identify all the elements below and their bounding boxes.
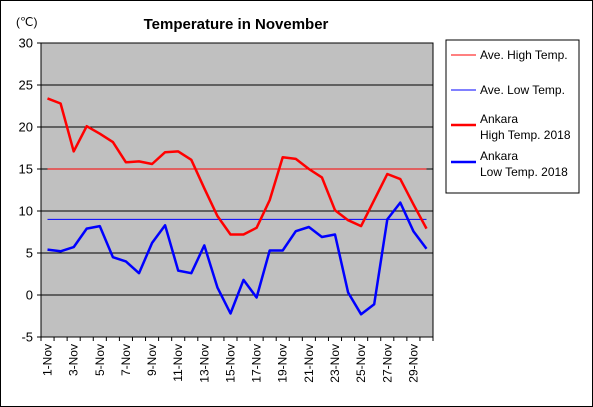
- y-tick-label: -5: [21, 330, 33, 345]
- y-axis-ticks: 30 25 20 15 10 5 0 -5: [19, 36, 41, 345]
- y-tick-label: 10: [19, 204, 33, 219]
- y-axis-unit: (℃): [16, 15, 37, 29]
- y-tick-label: 25: [19, 78, 33, 93]
- x-tick-label: 29-Nov: [406, 344, 420, 383]
- x-tick-label: 7-Nov: [119, 344, 133, 376]
- x-tick-label: 9-Nov: [145, 344, 159, 376]
- y-tick-label: 30: [19, 36, 33, 51]
- plot-area: [40, 42, 434, 338]
- x-tick-label: 5-Nov: [93, 344, 107, 376]
- legend-label-1: Ave. Low Temp.: [480, 83, 565, 97]
- series-line-3: [47, 201, 428, 316]
- legend-label-2: Ankara: [480, 112, 518, 126]
- y-tick-label: 5: [26, 246, 33, 261]
- x-tick-label: 19-Nov: [276, 344, 290, 383]
- x-tick-label: 15-Nov: [223, 344, 237, 383]
- legend: Ave. High Temp. Ave. Low Temp. Ankara High …: [451, 48, 571, 179]
- x-tick-label: 27-Nov: [380, 344, 394, 383]
- x-tick-label: 17-Nov: [250, 344, 264, 383]
- legend-label-3: Low Temp. 2018: [480, 165, 568, 179]
- x-tick-label: 23-Nov: [328, 344, 342, 383]
- x-tick-label: 3-Nov: [67, 344, 81, 376]
- chart-title: Temperature in November: [144, 16, 329, 33]
- legend-box: [445, 39, 580, 194]
- x-tick-label: 11-Nov: [171, 344, 185, 382]
- x-axis-ticks: 1-Nov 3-Nov 5-Nov 7-Nov 9-Nov 11-Nov 13-Nov 15-…: [40, 337, 434, 383]
- y-tick-label: 15: [19, 162, 33, 177]
- legend-label-3: Ankara: [480, 149, 518, 163]
- x-tick-label: 13-Nov: [197, 344, 211, 383]
- y-tick-label: 20: [19, 120, 33, 135]
- x-tick-label: 21-Nov: [302, 344, 316, 383]
- data-series: [47, 97, 428, 316]
- legend-label-2: High Temp. 2018: [480, 128, 571, 142]
- x-tick-label: 1-Nov: [41, 344, 55, 376]
- x-tick-label: 25-Nov: [354, 344, 368, 383]
- y-tick-label: 0: [26, 288, 33, 303]
- legend-label-0: Ave. High Temp.: [480, 48, 568, 62]
- series-line-2: [47, 97, 428, 236]
